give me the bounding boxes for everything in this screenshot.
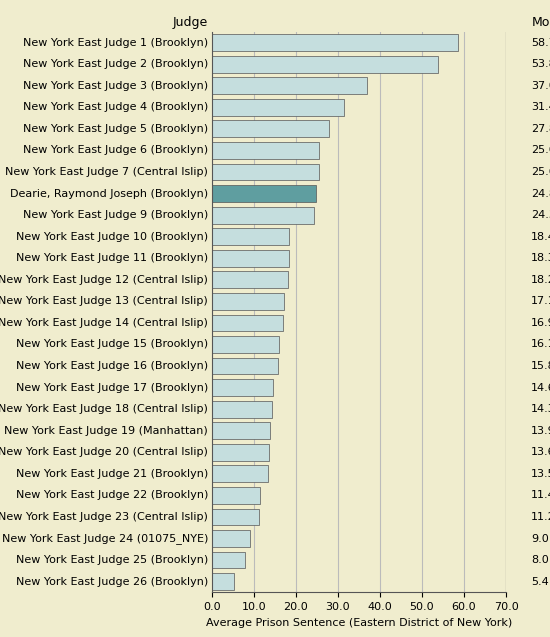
Text: 13.6: 13.6 [531,447,550,457]
Bar [212,487,260,504]
Bar [212,77,367,94]
Text: Dearie, Raymond Joseph (Brooklyn): Dearie, Raymond Joseph (Brooklyn) [10,189,208,199]
Bar [212,206,314,224]
Text: New York East Judge 10 (Brooklyn): New York East Judge 10 (Brooklyn) [16,232,208,241]
Bar [212,142,320,159]
Text: New York East Judge 11 (Brooklyn): New York East Judge 11 (Brooklyn) [16,254,208,263]
Bar [212,552,245,568]
Bar [212,228,289,245]
X-axis label: Average Prison Sentence (Eastern District of New York): Average Prison Sentence (Eastern Distric… [206,618,512,627]
Bar [212,315,283,331]
Bar [212,422,270,439]
Bar [212,444,269,461]
Text: 25.6: 25.6 [531,145,550,155]
Text: 18.4: 18.4 [531,232,550,241]
Text: New York East Judge 9 (Brooklyn): New York East Judge 9 (Brooklyn) [23,210,208,220]
Text: Months: Months [531,16,550,29]
Text: 24.8: 24.8 [531,189,550,199]
Bar [212,466,268,482]
Text: New York East Judge 22 (Brooklyn): New York East Judge 22 (Brooklyn) [15,490,208,501]
Bar [212,120,328,138]
Text: 14.3: 14.3 [531,404,550,414]
Bar [212,185,316,202]
Text: New York East Judge 2 (Brooklyn): New York East Judge 2 (Brooklyn) [23,59,208,69]
Bar [212,357,278,375]
Text: New York East Judge 16 (Brooklyn): New York East Judge 16 (Brooklyn) [16,361,208,371]
Text: 16.9: 16.9 [531,318,550,328]
Text: New York East Judge 24 (01075_NYE): New York East Judge 24 (01075_NYE) [2,533,208,544]
Text: 18.2: 18.2 [531,275,550,285]
Text: New York East Judge 26 (Brooklyn): New York East Judge 26 (Brooklyn) [15,576,208,587]
Text: New York East Judge 17 (Brooklyn): New York East Judge 17 (Brooklyn) [15,383,208,392]
Text: 27.8: 27.8 [531,124,550,134]
Text: New York East Judge 1 (Brooklyn): New York East Judge 1 (Brooklyn) [23,38,208,48]
Bar [212,293,284,310]
Text: 31.4: 31.4 [531,103,550,112]
Bar [212,336,279,353]
Text: 58.7: 58.7 [531,38,550,48]
Text: 37.0: 37.0 [531,81,550,90]
Text: 16.1: 16.1 [531,340,550,350]
Text: New York East Judge 12 (Central Islip): New York East Judge 12 (Central Islip) [0,275,208,285]
Text: 17.1: 17.1 [531,296,550,306]
Text: New York East Judge 7 (Central Islip): New York East Judge 7 (Central Islip) [5,167,208,177]
Text: 53.8: 53.8 [531,59,550,69]
Text: New York East Judge 5 (Brooklyn): New York East Judge 5 (Brooklyn) [23,124,208,134]
Text: New York East Judge 14 (Central Islip): New York East Judge 14 (Central Islip) [0,318,208,328]
Text: New York East Judge 23 (Central Islip): New York East Judge 23 (Central Islip) [0,512,208,522]
Bar [212,99,344,116]
Bar [212,530,250,547]
Text: 13.9: 13.9 [531,426,550,436]
Text: 5.4: 5.4 [531,576,549,587]
Text: New York East Judge 20 (Central Islip): New York East Judge 20 (Central Islip) [0,447,208,457]
Bar [212,164,320,180]
Bar [212,56,438,73]
Bar [212,34,459,51]
Text: New York East Judge 25 (Brooklyn): New York East Judge 25 (Brooklyn) [15,555,208,565]
Text: New York East Judge 19 (Manhattan): New York East Judge 19 (Manhattan) [4,426,208,436]
Text: 8.0: 8.0 [531,555,549,565]
Text: 15.8: 15.8 [531,361,550,371]
Bar [212,250,289,267]
Text: New York East Judge 3 (Brooklyn): New York East Judge 3 (Brooklyn) [23,81,208,90]
Bar [212,271,288,288]
Text: New York East Judge 21 (Brooklyn): New York East Judge 21 (Brooklyn) [15,469,208,479]
Text: 11.4: 11.4 [531,490,550,501]
Text: New York East Judge 13 (Central Islip): New York East Judge 13 (Central Islip) [0,296,208,306]
Bar [212,401,272,418]
Bar [212,508,259,526]
Text: 14.6: 14.6 [531,383,550,392]
Text: 18.3: 18.3 [531,254,550,263]
Text: Judge: Judge [173,16,208,29]
Text: 9.0: 9.0 [531,534,549,543]
Bar [212,379,273,396]
Text: 25.6: 25.6 [531,167,550,177]
Text: New York East Judge 4 (Brooklyn): New York East Judge 4 (Brooklyn) [23,103,208,112]
Text: New York East Judge 6 (Brooklyn): New York East Judge 6 (Brooklyn) [23,145,208,155]
Text: 24.3: 24.3 [531,210,550,220]
Text: New York East Judge 18 (Central Islip): New York East Judge 18 (Central Islip) [0,404,208,414]
Text: 13.5: 13.5 [531,469,550,479]
Bar [212,573,234,590]
Text: New York East Judge 15 (Brooklyn): New York East Judge 15 (Brooklyn) [16,340,208,350]
Text: 11.2: 11.2 [531,512,550,522]
